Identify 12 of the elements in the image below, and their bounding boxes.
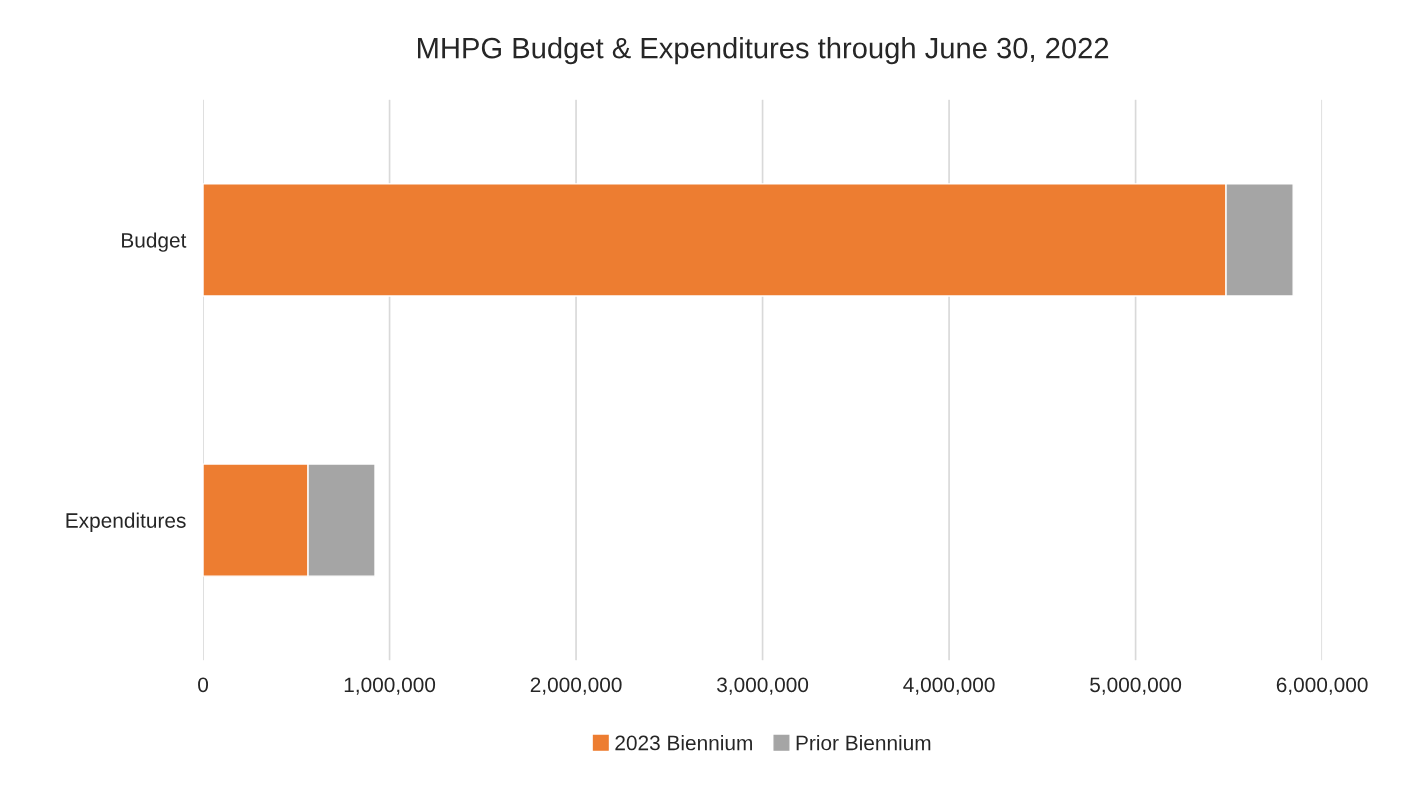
x-tick-label: 2,000,000 <box>530 677 622 695</box>
chart-title: MHPG Budget & Expenditures through June 30, 2022 <box>418 37 1109 65</box>
x-tick-label: 1,000,000 <box>344 677 436 695</box>
legend-label: 2023 Biennium <box>615 735 752 751</box>
x-tick-label: 0 <box>198 677 209 693</box>
y-tick-label: Budget <box>122 232 187 252</box>
x-tick-label: 6,000,000 <box>1276 677 1368 695</box>
x-tick-label: 3,000,000 <box>717 677 809 695</box>
x-tick-label: 5,000,000 <box>1090 677 1182 695</box>
x-tick-label: 4,000,000 <box>903 677 995 695</box>
legend-label: Prior Biennium <box>796 735 931 751</box>
y-tick-label: Expenditures <box>66 512 186 533</box>
